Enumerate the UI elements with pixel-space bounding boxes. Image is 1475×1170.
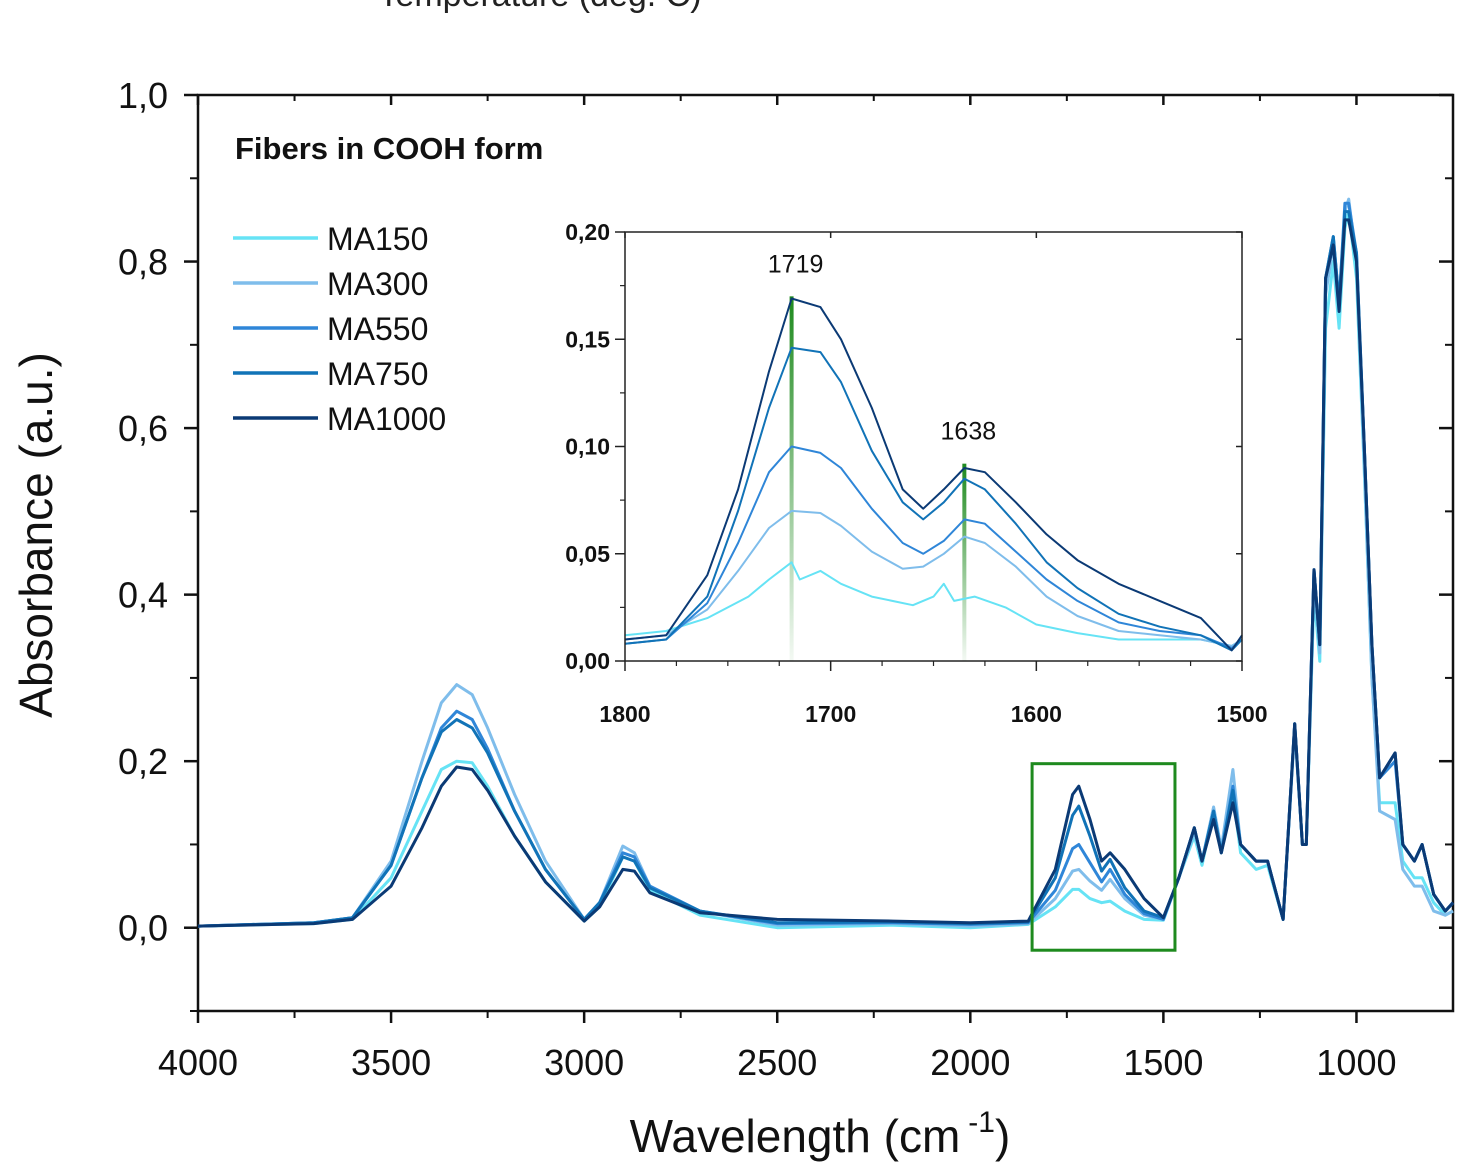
x-axis-title-sup: -1 — [968, 1106, 995, 1139]
x-axis-title: Wavelength (cm -1) — [630, 1106, 1011, 1162]
inset-peak-label: 1638 — [941, 418, 997, 446]
inset-y-tick-labels: 0,00 0,05 0,10 0,15 0,20 — [565, 219, 610, 674]
legend-label-ma1000: MA1000 — [327, 401, 446, 437]
inset-series-line-ma300 — [624, 509, 1243, 647]
y-tick-label: 0,6 — [118, 408, 168, 449]
header-fragment: Temperature (deg. C) — [378, 0, 701, 14]
inset-x-tick-label: 1700 — [805, 701, 856, 727]
legend: MA150 MA300 MA550 MA750 MA1000 — [233, 221, 446, 437]
inset-y-tick-label: 0,05 — [565, 541, 610, 567]
y-axis-title: Absorbance (a.u.) — [10, 352, 62, 718]
main-series-group — [197, 197, 1455, 930]
plot-title: Fibers in COOH form — [235, 131, 543, 166]
inset-annotations: 1719 1638 — [768, 250, 996, 445]
inset-peak-label: 1719 — [768, 250, 824, 278]
x-axis-title-main: Wavelength (cm — [630, 1110, 961, 1162]
main-ticks — [184, 93, 1453, 1023]
x-tick-label: 1500 — [1123, 1042, 1203, 1083]
y-tick-label: 0,0 — [118, 908, 168, 949]
legend-label-ma750: MA750 — [327, 356, 428, 392]
main-y-tick-labels: 0,0 0,2 0,4 0,6 0,8 1,0 — [118, 75, 168, 949]
inset-series-line-ma750 — [624, 346, 1243, 652]
y-tick-label: 0,8 — [118, 242, 168, 283]
inset-y-tick-label: 0,00 — [565, 648, 610, 674]
inset-series-line-ma1000 — [624, 297, 1243, 652]
y-tick-label: 1,0 — [118, 75, 168, 116]
inset-series-line-ma550 — [624, 445, 1243, 650]
highlight-box — [1030, 762, 1177, 952]
inset-peak-marker — [962, 463, 967, 661]
series-line-ma1000 — [197, 218, 1455, 928]
main-x-tick-labels: 4000 3500 3000 2500 2000 1500 1000 — [158, 1042, 1397, 1083]
inset-series-group — [624, 297, 1243, 652]
x-axis-title-close: ) — [995, 1110, 1010, 1162]
inset-ticks — [615, 231, 1243, 671]
legend-label-ma300: MA300 — [327, 266, 428, 302]
legend-label-ma150: MA150 — [327, 221, 428, 257]
inset-x-tick-label: 1500 — [1216, 701, 1267, 727]
inset-y-tick-label: 0,15 — [565, 326, 610, 352]
inset-y-tick-label: 0,10 — [565, 434, 610, 460]
x-tick-label: 4000 — [158, 1042, 238, 1083]
x-tick-label: 3000 — [544, 1042, 624, 1083]
inset-background — [625, 232, 1242, 661]
inset-y-tick-label: 0,20 — [565, 219, 610, 245]
x-tick-label: 1000 — [1316, 1042, 1396, 1083]
inset-x-tick-labels: 1800 1700 1600 1500 — [599, 701, 1267, 727]
y-tick-label: 0,4 — [118, 575, 168, 616]
x-tick-label: 2500 — [737, 1042, 817, 1083]
x-tick-label: 3500 — [351, 1042, 431, 1083]
legend-label-ma550: MA550 — [327, 311, 428, 347]
inset-x-tick-label: 1600 — [1011, 701, 1062, 727]
x-tick-label: 2000 — [930, 1042, 1010, 1083]
inset-series-line-ma150 — [624, 561, 1243, 647]
inset-x-tick-label: 1800 — [599, 701, 650, 727]
y-tick-label: 0,2 — [118, 741, 168, 782]
main-plot-frame — [196, 93, 1455, 1013]
inset-peak-markers — [789, 296, 967, 661]
inset-peak-marker — [789, 296, 794, 661]
